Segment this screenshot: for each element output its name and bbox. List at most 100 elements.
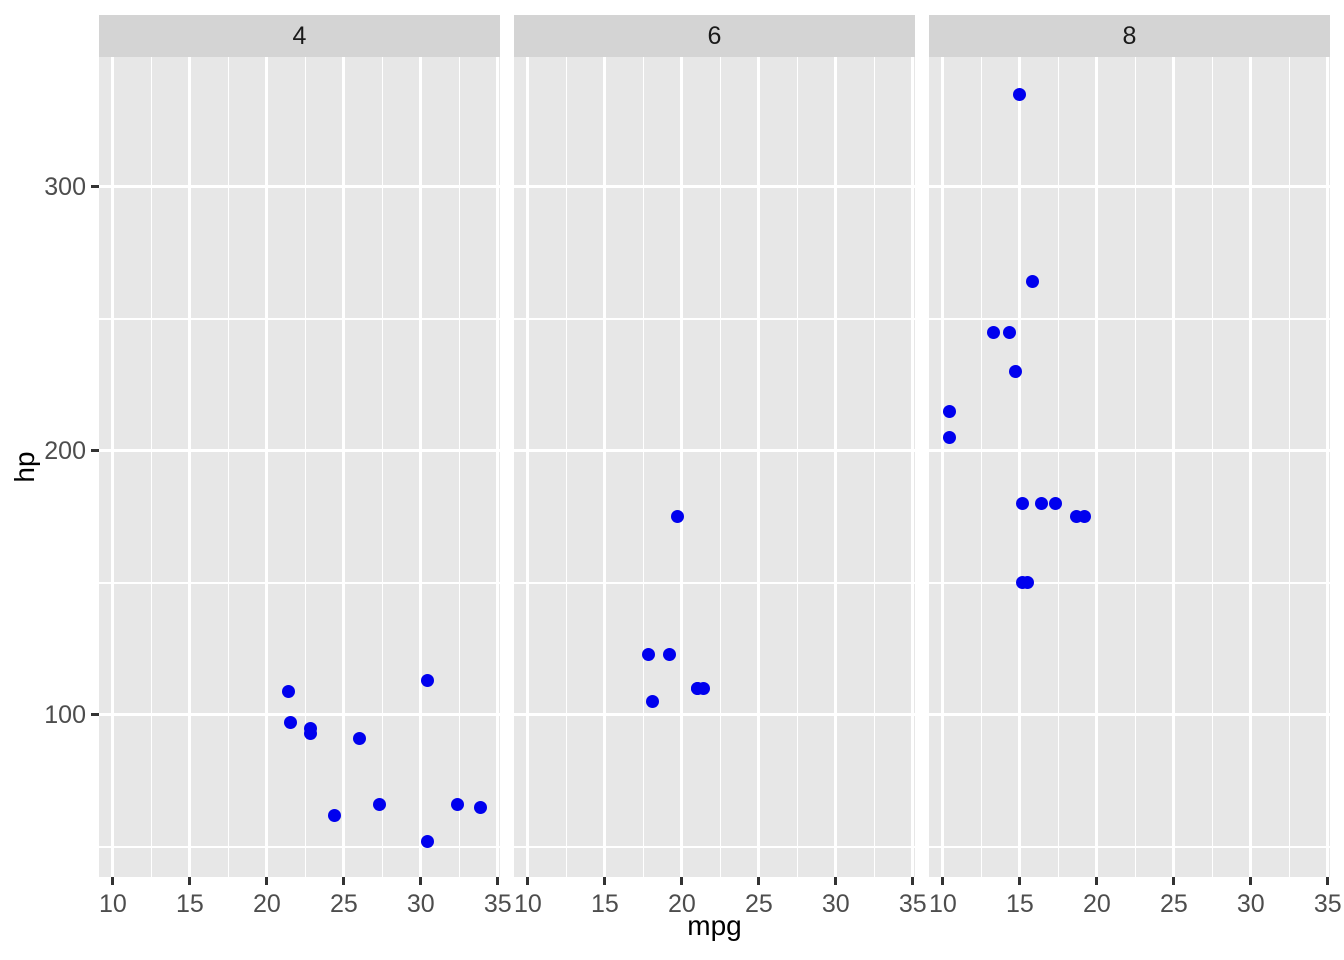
x-axis-tick-mark — [526, 877, 530, 885]
x-axis-tick-mark — [1095, 877, 1099, 885]
x-axis-tick-label: 20 — [1082, 890, 1111, 918]
major-gridline-vertical — [834, 57, 838, 877]
minor-gridline-vertical — [150, 57, 153, 877]
x-axis-title: mpg — [687, 910, 742, 941]
x-axis-tick-mark — [342, 877, 346, 885]
x-axis-tick-mark — [496, 877, 500, 885]
minor-gridline-vertical — [873, 57, 876, 877]
minor-gridline-horizontal — [514, 846, 915, 848]
facet-strip-label: 6 — [707, 21, 722, 50]
facet-strip-label: 4 — [292, 21, 307, 50]
minor-gridline-vertical — [796, 57, 799, 877]
minor-gridline-horizontal — [929, 318, 1330, 320]
major-gridline-vertical — [1249, 57, 1253, 877]
x-axis-tick-mark — [1326, 877, 1330, 885]
x-axis-tick-label: 30 — [821, 890, 850, 918]
major-gridline-horizontal — [514, 449, 915, 453]
x-axis-tick-label: 10 — [98, 890, 127, 918]
data-point — [1013, 88, 1027, 101]
y-axis-tick-label: 100 — [44, 700, 86, 729]
major-gridline-horizontal — [514, 713, 915, 717]
minor-gridline-horizontal — [99, 318, 500, 320]
x-axis-tick-mark — [111, 877, 115, 885]
x-axis-tick-mark — [265, 877, 269, 885]
major-gridline-horizontal — [929, 449, 1330, 453]
major-gridline-vertical — [188, 57, 192, 877]
facet-strip: 8 — [929, 15, 1330, 57]
data-point — [1025, 275, 1039, 289]
x-axis-tick-label: 25 — [1159, 890, 1188, 918]
x-axis-tick-mark — [680, 877, 684, 885]
major-gridline-vertical — [342, 57, 346, 877]
data-point — [420, 674, 434, 688]
major-gridline-vertical — [603, 57, 607, 877]
data-point — [641, 647, 655, 661]
major-gridline-vertical — [1172, 57, 1176, 877]
minor-gridline-horizontal — [514, 318, 915, 320]
major-gridline-vertical — [265, 57, 269, 877]
x-axis-tick-label: 15 — [1005, 890, 1034, 918]
minor-gridline-vertical — [304, 57, 307, 877]
minor-gridline-horizontal — [929, 846, 1330, 848]
x-axis-tick-mark — [1249, 877, 1253, 885]
minor-gridline-vertical — [458, 57, 461, 877]
major-gridline-vertical — [496, 57, 500, 877]
data-point — [372, 798, 386, 812]
x-axis-tick-mark — [603, 877, 607, 885]
facet-strip: 4 — [99, 15, 500, 57]
minor-gridline-horizontal — [929, 582, 1330, 584]
x-axis-tick-mark — [188, 877, 192, 885]
data-point — [646, 695, 660, 709]
x-axis-tick-mark — [911, 877, 915, 885]
y-axis-tick-mark — [91, 185, 99, 189]
major-gridline-vertical — [111, 57, 115, 877]
data-point — [281, 684, 295, 698]
facet-panel — [929, 57, 1330, 877]
minor-gridline-horizontal — [99, 582, 500, 584]
major-gridline-horizontal — [929, 713, 1330, 717]
data-point — [451, 798, 465, 812]
x-axis-tick-label: 15 — [175, 890, 204, 918]
minor-gridline-vertical — [227, 57, 230, 877]
data-point — [987, 325, 1001, 339]
data-point — [1002, 325, 1016, 339]
data-point — [942, 431, 956, 445]
data-point — [1078, 510, 1091, 524]
major-gridline-vertical — [1326, 57, 1330, 877]
x-axis-tick-label: 10 — [928, 890, 957, 918]
major-gridline-vertical — [941, 57, 945, 877]
y-axis-tick-mark — [91, 449, 99, 453]
data-point — [942, 404, 956, 418]
minor-gridline-vertical — [565, 57, 568, 877]
data-point — [303, 721, 317, 735]
data-point — [1021, 576, 1035, 590]
major-gridline-horizontal — [99, 449, 500, 453]
y-axis-tick-label: 200 — [44, 436, 86, 465]
x-axis-tick-mark — [419, 877, 423, 885]
minor-gridline-vertical — [1057, 57, 1060, 877]
x-axis-tick-label: 35 — [483, 890, 512, 918]
major-gridline-vertical — [757, 57, 761, 877]
data-point — [696, 682, 710, 695]
data-point — [328, 808, 342, 822]
major-gridline-vertical — [680, 57, 684, 877]
data-point — [663, 647, 676, 661]
y-axis-tick-mark — [91, 713, 99, 717]
major-gridline-horizontal — [514, 185, 915, 189]
facet-strip: 6 — [514, 15, 915, 57]
x-axis-tick-mark — [834, 877, 838, 885]
data-point — [670, 510, 684, 524]
major-gridline-vertical — [419, 57, 423, 877]
x-axis-tick-mark — [1172, 877, 1176, 885]
x-axis-tick-label: 20 — [252, 890, 281, 918]
minor-gridline-vertical — [980, 57, 983, 877]
minor-gridline-vertical — [719, 57, 722, 877]
major-gridline-horizontal — [99, 185, 500, 189]
major-gridline-vertical — [526, 57, 530, 877]
data-point — [352, 732, 366, 746]
facet-strip-label: 8 — [1122, 21, 1137, 50]
major-gridline-vertical — [1018, 57, 1022, 877]
major-gridline-vertical — [1095, 57, 1099, 877]
data-point — [283, 716, 297, 730]
x-axis-tick-label: 35 — [898, 890, 927, 918]
